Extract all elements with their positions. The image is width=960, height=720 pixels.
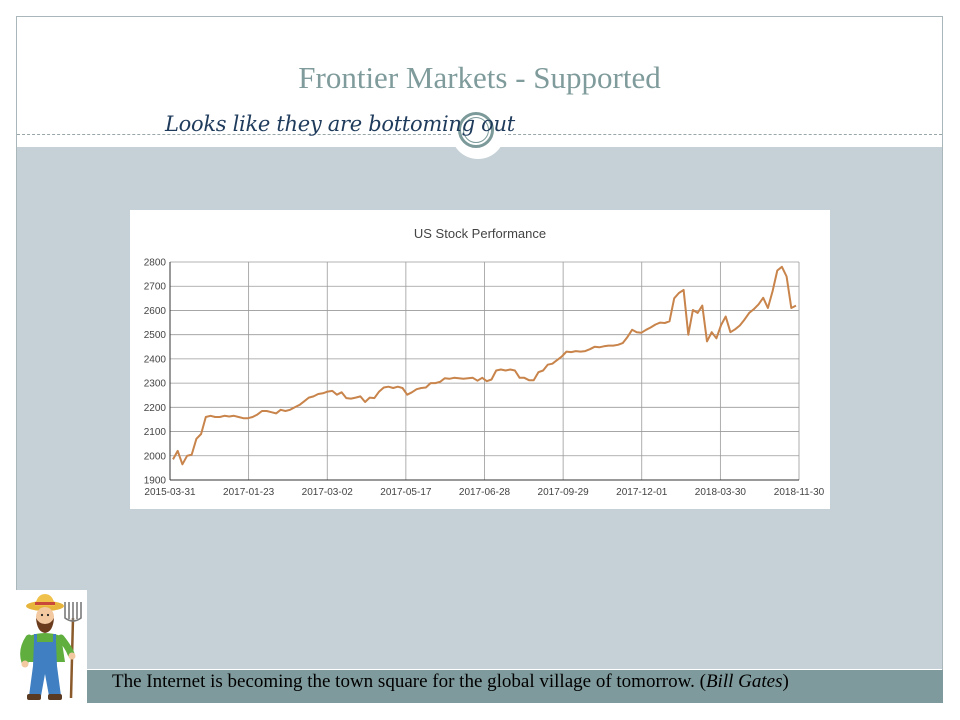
ring-ornament-icon [454, 108, 502, 156]
x-tick-label: 2017-05-17 [380, 487, 432, 498]
quote-text: The Internet is becoming the town square… [112, 670, 789, 694]
farmer-icon [15, 590, 87, 703]
x-tick-label: 2017-01-23 [223, 487, 275, 498]
quote-body: The Internet is becoming the town square… [112, 671, 706, 692]
subtitle: Looks like they are bottoming out [165, 112, 515, 136]
quote-author: Bill Gates [705, 671, 783, 692]
page-title: Frontier Markets - Supported [298, 60, 661, 95]
y-tick-label: 2800 [144, 258, 167, 269]
x-tick-label: 2017-06-28 [459, 487, 511, 498]
chart-card: US Stock Performance 1900 2000 2100 2200 2300… [130, 210, 830, 509]
y-tick-label: 2600 [144, 306, 167, 317]
chart-title: US Stock Performance [414, 226, 546, 241]
y-tick-label: 1900 [144, 476, 167, 487]
y-tick-label: 2700 [144, 282, 167, 293]
x-tick-label: 2017-12-01 [616, 487, 668, 498]
series-line [172, 265, 797, 466]
x-tick-label: 2018-11-30 [774, 487, 825, 498]
x-tick-label: 2017-03-02 [302, 487, 354, 498]
x-tick-label: 2018-03-30 [695, 487, 747, 498]
x-tick-label: 2015-03-31 [144, 487, 196, 498]
y-tick-label: 2200 [144, 403, 167, 414]
y-tick-label: 2500 [144, 330, 167, 341]
line-chart: US Stock Performance 1900 2000 2100 2200 2300… [144, 226, 825, 498]
x-tick-label: 2017-09-29 [538, 487, 590, 498]
quote-bar [87, 670, 943, 703]
y-tick-label: 2400 [144, 354, 167, 365]
y-tick-label: 2300 [144, 379, 167, 390]
quote-close: ) [782, 671, 789, 692]
y-tick-label: 2000 [144, 451, 167, 462]
y-tick-label: 2100 [144, 427, 167, 438]
